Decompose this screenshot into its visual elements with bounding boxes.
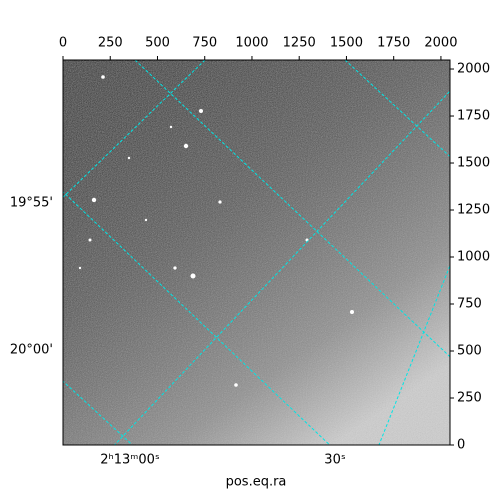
y-tick-label: 1000 — [457, 250, 490, 265]
x-tick-label: 1000 — [235, 36, 268, 51]
y-tick-label: 0 — [457, 438, 465, 453]
x-tick-label: 1750 — [377, 36, 410, 51]
ra-label: 30ˢ — [324, 453, 346, 468]
x-tick-label: 500 — [145, 36, 170, 51]
coordinate-grid — [63, 60, 450, 445]
x-tick-label: 0 — [59, 36, 67, 51]
y-tick-label: 1250 — [457, 203, 490, 218]
y-tick-label: 750 — [457, 297, 482, 312]
x-axis-label: pos.eq.ra — [226, 475, 287, 490]
stars — [78, 75, 354, 387]
x-tick-label: 750 — [192, 36, 217, 51]
y-tick-label: 1750 — [457, 109, 490, 124]
x-tick-label: 1250 — [283, 36, 316, 51]
dec-label: 20°00' — [10, 343, 53, 358]
y-tick-label: 1500 — [457, 156, 490, 171]
dec-label: 19°55' — [10, 196, 53, 211]
y-tick-label: 500 — [457, 344, 482, 359]
x-tick-label: 2000 — [424, 36, 457, 51]
frame — [62, 59, 451, 446]
y-tick-label: 2000 — [457, 62, 490, 77]
ra-label: 2ʰ13ᵐ00ˢ — [100, 453, 160, 468]
image — [63, 60, 450, 445]
x-tick-label: 250 — [98, 36, 123, 51]
x-tick-label: 1500 — [330, 36, 363, 51]
y-tick-label: 250 — [457, 391, 482, 406]
